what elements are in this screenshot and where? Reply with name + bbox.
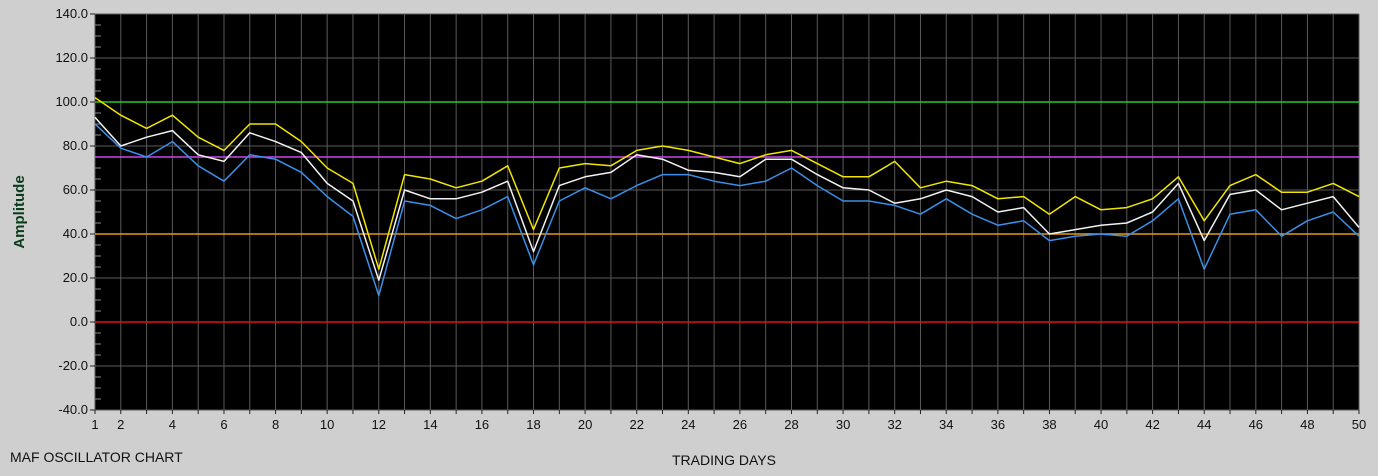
series-lines — [94, 96, 1360, 297]
x-tick-label: 30 — [836, 417, 850, 432]
x-axis-label: TRADING DAYS — [672, 452, 776, 468]
y-axis-ticks: -40.0 -20.0 0.0 20.0 40.0 60.0 80.0 100.0 120.0 1… — [55, 6, 95, 417]
x-tick-label: 42 — [1145, 417, 1159, 432]
x-tick-label: 46 — [1249, 417, 1263, 432]
x-tick-label: 18 — [526, 417, 540, 432]
y-tick-label: 100.0 — [55, 94, 88, 109]
x-tick-label: 48 — [1300, 417, 1314, 432]
x-tick-label: 14 — [423, 417, 437, 432]
y-tick-label: -40.0 — [58, 402, 88, 417]
x-tick-label: 16 — [475, 417, 489, 432]
y-tick-label: 60.0 — [63, 182, 88, 197]
chart-title: MAF OSCILLATOR CHART — [10, 449, 183, 465]
y-tick-label: 80.0 — [63, 138, 88, 153]
x-tick-label: 12 — [372, 417, 386, 432]
x-tick-label: 22 — [629, 417, 643, 432]
x-tick-label: 50 — [1352, 417, 1366, 432]
y-tick-label: 0.0 — [70, 314, 88, 329]
x-tick-label: 10 — [320, 417, 334, 432]
x-tick-label: 40 — [1094, 417, 1108, 432]
y-tick-label: 120.0 — [55, 50, 88, 65]
x-tick-label: 38 — [1042, 417, 1056, 432]
series-line — [94, 123, 1360, 297]
y-tick-label: 140.0 — [55, 6, 88, 21]
y-axis-label: Amplitude — [11, 175, 28, 248]
x-tick-label: 20 — [578, 417, 592, 432]
y-tick-label: -20.0 — [58, 358, 88, 373]
x-tick-label: 34 — [939, 417, 953, 432]
y-tick-label: 40.0 — [63, 226, 88, 241]
x-tick-label: 6 — [220, 417, 227, 432]
x-tick-label: 26 — [733, 417, 747, 432]
x-tick-label: 2 — [117, 417, 124, 432]
x-tick-label: 32 — [887, 417, 901, 432]
x-tick-label: 44 — [1197, 417, 1211, 432]
x-axis-ticks: 1 2 4 6 8 10 12 14 16 18 20 22 24 26 28 30 32 34 36 38 40 42 4… — [91, 410, 1366, 432]
series-line — [94, 96, 1360, 270]
series-line — [94, 116, 1360, 281]
y-tick-label: 20.0 — [63, 270, 88, 285]
x-tick-label: 1 — [91, 417, 98, 432]
plot-area — [95, 14, 1359, 410]
x-tick-label: 36 — [991, 417, 1005, 432]
grid-lines — [94, 13, 1360, 411]
x-tick-label: 28 — [784, 417, 798, 432]
x-tick-label: 4 — [169, 417, 176, 432]
x-tick-label: 24 — [681, 417, 695, 432]
x-tick-label: 8 — [272, 417, 279, 432]
